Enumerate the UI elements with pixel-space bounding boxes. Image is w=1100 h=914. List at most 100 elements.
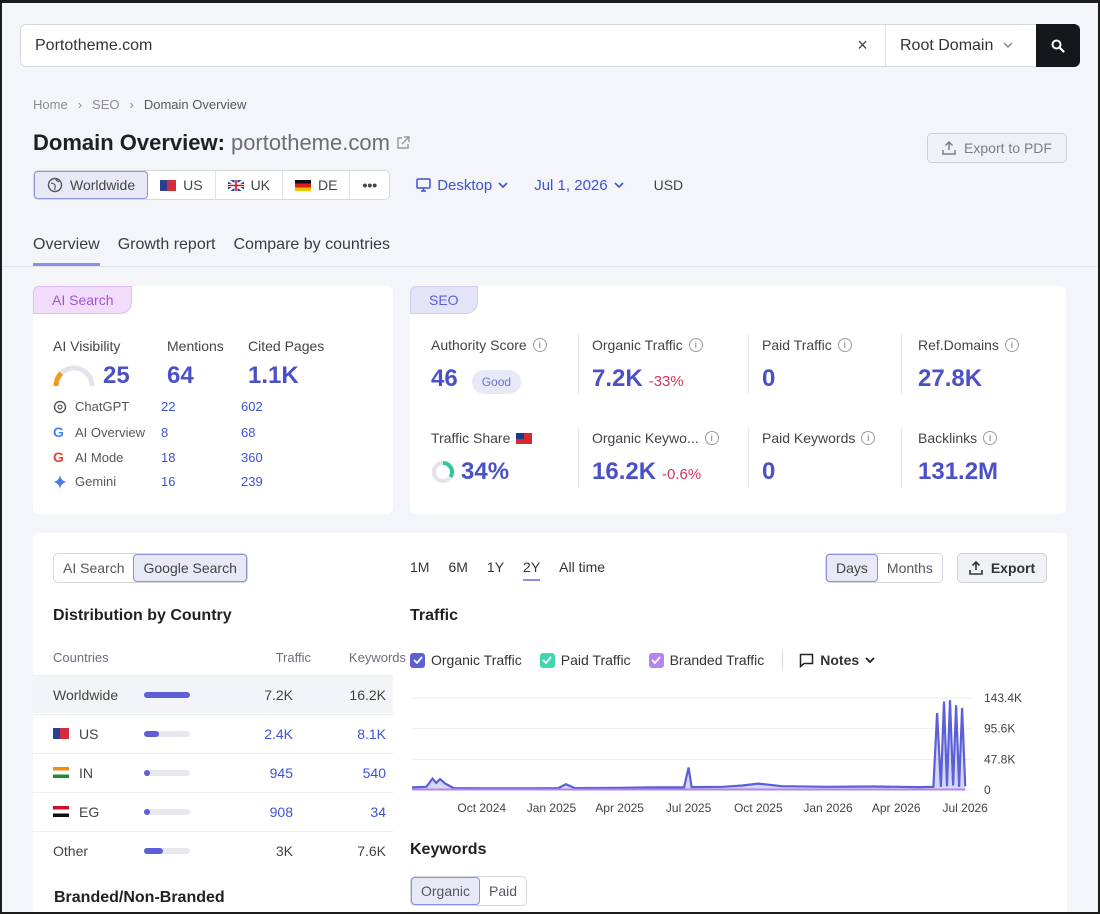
metric-traffic-share[interactable]: Traffic Share 34% <box>431 430 533 486</box>
metric-authority-score[interactable]: Authority Score i 46 Good <box>431 337 547 394</box>
device-dropdown[interactable]: Desktop <box>416 177 508 194</box>
granularity-days[interactable]: Days <box>826 554 878 582</box>
ai-row-mentions[interactable]: 16 <box>161 474 176 489</box>
granularity-months[interactable]: Months <box>886 560 933 576</box>
region-us[interactable]: US <box>148 171 216 199</box>
ai-row-cited[interactable]: 360 <box>241 449 263 465</box>
export-pdf-label: Export to PDF <box>964 140 1052 156</box>
currency-label: USD <box>653 177 684 193</box>
google-icon: G <box>53 449 64 465</box>
x-tick-label: Jul 2026 <box>942 801 988 815</box>
domain-search-input[interactable]: Portotheme.com <box>35 36 153 54</box>
notes-dropdown[interactable]: Notes <box>799 652 875 668</box>
table-row[interactable]: EG 908 34 <box>33 792 393 830</box>
traffic-value[interactable]: 2.4K <box>264 725 293 742</box>
source-google-search[interactable]: Google Search <box>133 554 247 582</box>
metric-value: 27.8K <box>918 365 983 392</box>
metric-paid-keywords[interactable]: Paid Keywords i 0 <box>762 430 876 486</box>
metric-paid-traffic[interactable]: Paid Traffic i 0 <box>762 337 852 393</box>
scope-dropdown[interactable]: Root Domain <box>886 25 1036 66</box>
info-icon[interactable]: i <box>688 338 703 352</box>
search-icon <box>1051 39 1065 53</box>
info-icon[interactable]: i <box>861 431 876 445</box>
ai-row-mentions[interactable]: 18 <box>161 449 176 465</box>
metric-ref-domains[interactable]: Ref.Domains i 27.8K <box>918 337 1019 393</box>
ai-row-mentions[interactable]: 22 <box>161 399 176 414</box>
export-pdf-button[interactable]: Export to PDF <box>927 133 1067 163</box>
x-tick-label: Apr 2025 <box>595 801 644 815</box>
period-1y[interactable]: 1Y <box>486 559 505 575</box>
table-row[interactable]: US 2.4K 8.1K <box>33 714 393 752</box>
table-row[interactable]: Worldwide 7.2K 16.2K <box>33 675 393 713</box>
keywords-organic[interactable]: Organic <box>411 877 481 905</box>
region-worldwide-label: Worldwide <box>70 177 136 193</box>
domain-search-bar: Portotheme.com × Root Domain <box>20 24 1080 67</box>
search-button[interactable] <box>1036 24 1080 67</box>
ai-row-name: ChatGPT <box>75 399 130 414</box>
period-2y[interactable]: 2Y <box>523 559 541 581</box>
upload-icon <box>942 141 956 155</box>
breadcrumb-home[interactable]: Home <box>33 97 68 112</box>
period-1m[interactable]: 1M <box>410 559 430 575</box>
x-tick-label: Oct 2025 <box>734 801 783 815</box>
keywords-value[interactable]: 8.1K <box>357 725 386 742</box>
source-ai-search[interactable]: AI Search <box>63 560 125 576</box>
divider <box>901 428 902 488</box>
region-de[interactable]: DE <box>283 171 351 199</box>
export-button[interactable]: Export <box>957 553 1047 583</box>
tabs-divider <box>0 266 1100 267</box>
chevron-right-icon: › <box>77 97 83 112</box>
ai-row-cited[interactable]: 602 <box>241 399 263 414</box>
region-more-button[interactable]: ••• <box>350 171 389 199</box>
page-title-domain: portotheme.com <box>230 130 390 155</box>
traffic-chart[interactable]: 0 47.8K 95.6K 143.4K Oct 2024 Jan 2025 Apr 20… <box>410 688 1050 818</box>
external-link-icon[interactable] <box>396 136 410 150</box>
traffic-value[interactable]: 908 <box>269 803 293 820</box>
keywords-paid[interactable]: Paid <box>489 883 518 899</box>
ai-row-cited[interactable]: 68 <box>241 424 256 440</box>
info-icon[interactable]: i <box>837 338 852 352</box>
tab-overview[interactable]: Overview <box>33 236 100 266</box>
legend-paid[interactable]: Paid Traffic <box>539 652 631 668</box>
ai-row-gemini: Gemini 16 239 <box>53 474 263 489</box>
series-line-organic-traffic <box>411 700 967 790</box>
flag-eg-icon <box>53 806 69 817</box>
country-name: Worldwide <box>53 686 119 703</box>
legend-organic[interactable]: Organic Traffic <box>410 652 522 668</box>
breadcrumb-seo[interactable]: SEO <box>92 97 120 112</box>
tab-growth-report[interactable]: Growth report <box>117 236 216 253</box>
device-label: Desktop <box>437 176 493 194</box>
chevron-down-icon <box>865 656 875 663</box>
branded-title: Branded/Non-Branded <box>54 889 225 906</box>
table-row[interactable]: Other 3K 7.6K <box>33 831 393 869</box>
info-icon[interactable]: i <box>704 431 719 445</box>
chatgpt-icon <box>53 400 67 413</box>
legend-label: Branded Traffic <box>669 652 765 668</box>
traffic-value[interactable]: 945 <box>269 764 293 781</box>
region-worldwide[interactable]: Worldwide <box>34 171 149 199</box>
flag-uk-icon <box>227 179 244 191</box>
ai-row-name: AI Overview <box>75 424 146 440</box>
period-all-time[interactable]: All time <box>559 559 606 575</box>
legend-branded[interactable]: Branded Traffic <box>648 652 765 668</box>
date-dropdown[interactable]: Jul 1, 2026 <box>534 177 624 194</box>
period-6m[interactable]: 6M <box>448 559 468 575</box>
tab-compare-by-countries[interactable]: Compare by countries <box>233 236 391 253</box>
ai-row-cited[interactable]: 239 <box>241 474 263 489</box>
info-icon[interactable]: i <box>532 338 547 352</box>
info-icon[interactable]: i <box>983 431 998 445</box>
ai-row-mentions[interactable]: 8 <box>161 424 169 440</box>
info-icon[interactable]: i <box>1004 338 1019 352</box>
keywords-value[interactable]: 540 <box>362 764 386 781</box>
country-name: Other <box>53 842 89 859</box>
table-row[interactable]: IN 945 540 <box>33 753 393 791</box>
metric-value: 46 <box>431 365 458 392</box>
metric-organic-traffic[interactable]: Organic Traffic i 7.2K -33% <box>592 337 703 393</box>
region-uk[interactable]: UK <box>216 171 284 199</box>
metric-value: 0 <box>762 458 776 485</box>
metric-change: -0.6% <box>662 466 702 483</box>
metric-organic-keywords[interactable]: Organic Keywo... i 16.2K -0.6% <box>592 430 719 486</box>
keywords-value[interactable]: 34 <box>370 803 386 820</box>
clear-search-button[interactable]: × <box>840 25 886 66</box>
metric-backlinks[interactable]: Backlinks i 131.2M <box>918 430 998 486</box>
